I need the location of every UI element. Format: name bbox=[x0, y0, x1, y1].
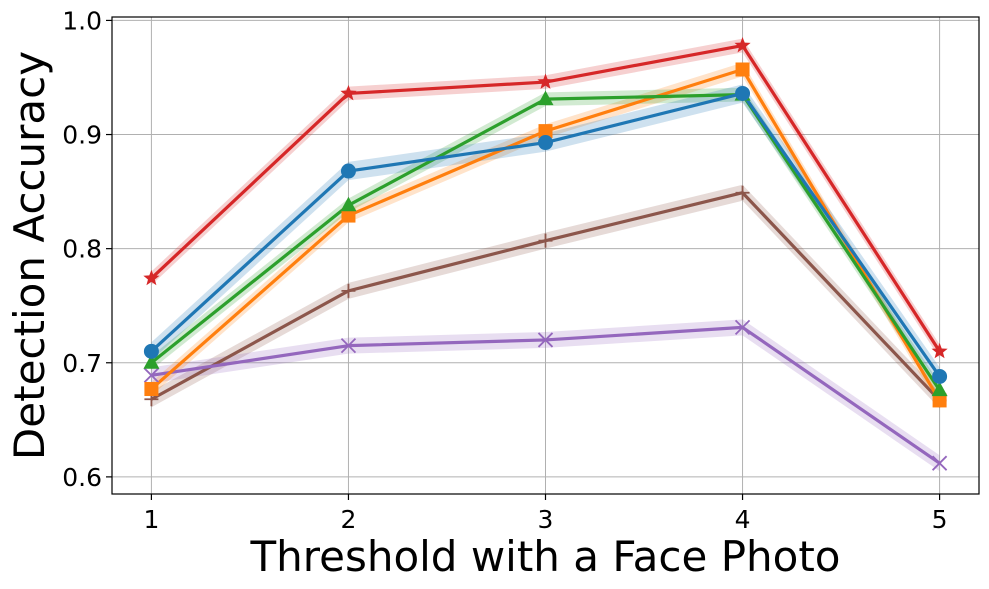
series-3-point-4 bbox=[931, 381, 948, 397]
series-5-point-1 bbox=[340, 84, 357, 101]
series-3-point-1 bbox=[340, 196, 357, 212]
series-1-point-2 bbox=[537, 332, 554, 348]
x-axis-title: Threshold with a Face Photo bbox=[249, 532, 840, 581]
series-2-point-1 bbox=[341, 208, 356, 223]
y-tick-label: 1.0 bbox=[62, 6, 102, 35]
series-0-point-3 bbox=[735, 185, 750, 200]
series-1-point-0 bbox=[143, 367, 160, 383]
series-4-point-4 bbox=[932, 368, 948, 384]
series-4-point-2 bbox=[538, 135, 553, 151]
series-4-point-0 bbox=[143, 343, 159, 359]
series-5-point-4 bbox=[931, 342, 948, 359]
series-3-band bbox=[151, 87, 940, 397]
series-4-point-3 bbox=[735, 85, 751, 101]
x-tick-label: 4 bbox=[735, 505, 751, 534]
y-tick-label: 0.7 bbox=[62, 349, 102, 378]
series-5-point-2 bbox=[537, 73, 554, 89]
series-markers bbox=[143, 37, 948, 471]
series-3-point-0 bbox=[143, 354, 160, 369]
series-4-point-1 bbox=[340, 163, 356, 179]
series-0-point-2 bbox=[538, 233, 553, 248]
series-2-point-2 bbox=[538, 124, 553, 139]
series-2-point-0 bbox=[144, 382, 159, 397]
x-tick-label: 2 bbox=[341, 505, 357, 534]
y-tick-label: 0.6 bbox=[62, 463, 102, 492]
x-tick-label: 5 bbox=[932, 505, 948, 534]
series-1-point-1 bbox=[340, 338, 357, 354]
y-tick-label: 0.9 bbox=[62, 121, 102, 150]
series-3-point-2 bbox=[537, 90, 554, 106]
x-tick-label: 3 bbox=[538, 505, 554, 534]
y-tick-label: 0.8 bbox=[62, 235, 102, 264]
series-2-point-3 bbox=[735, 62, 750, 77]
series-5-point-3 bbox=[734, 37, 751, 53]
x-tick-label: 1 bbox=[143, 505, 159, 534]
series-1-point-3 bbox=[734, 319, 751, 336]
y-axis-title: Detection Accuracy bbox=[5, 51, 54, 460]
series-0-point-1 bbox=[341, 283, 356, 298]
series-2-point-4 bbox=[932, 393, 947, 408]
series-1-point-4 bbox=[931, 455, 948, 471]
series-5-point-0 bbox=[143, 269, 160, 286]
axis-ticks: 1 2 3 4 5 0.6 0.7 0.8 0.9 1.0 bbox=[62, 6, 947, 534]
